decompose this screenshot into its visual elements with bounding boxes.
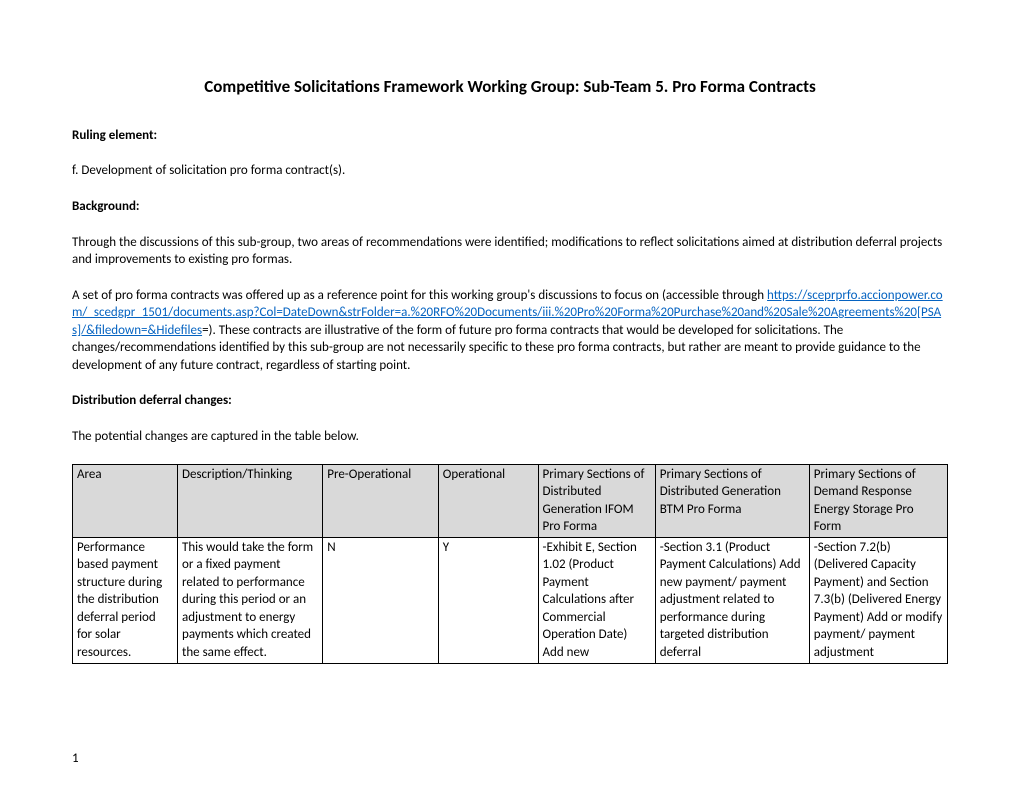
ruling-element-label: Ruling element: xyxy=(72,127,948,145)
background-paragraph-1: Through the discussions of this sub-grou… xyxy=(72,234,948,269)
deferral-table: Area Description/Thinking Pre-Operationa… xyxy=(72,464,948,664)
cell-area: Performance based payment structure duri… xyxy=(73,537,178,663)
header-ifom: Primary Sections of Distributed Generati… xyxy=(538,464,655,537)
ruling-element-text: f. Development of solicitation pro forma… xyxy=(72,162,948,180)
header-btm: Primary Sections of Distributed Generati… xyxy=(655,464,809,537)
page-title: Competitive Solicitations Framework Work… xyxy=(72,76,948,99)
header-description: Description/Thinking xyxy=(178,464,323,537)
background-text-pre: A set of pro forma contracts was offered… xyxy=(72,288,767,303)
cell-operational: Y xyxy=(438,537,538,663)
distribution-deferral-text: The potential changes are captured in th… xyxy=(72,428,948,446)
cell-preoperational: N xyxy=(323,537,439,663)
cell-btm: -Section 3.1 (Product Payment Calculatio… xyxy=(655,537,809,663)
header-operational: Operational xyxy=(438,464,538,537)
cell-drs: -Section 7.2(b) (Delivered Capacity Paym… xyxy=(809,537,947,663)
table-header-row: Area Description/Thinking Pre-Operationa… xyxy=(73,464,948,537)
table-row: Performance based payment structure duri… xyxy=(73,537,948,663)
cell-ifom: -Exhibit E, Section 1.02 (Product Paymen… xyxy=(538,537,655,663)
header-drs: Primary Sections of Demand Response Ener… xyxy=(809,464,947,537)
cell-description: This would take the form or a fixed paym… xyxy=(178,537,323,663)
page-number: 1 xyxy=(72,750,79,768)
background-paragraph-2: A set of pro forma contracts was offered… xyxy=(72,287,948,375)
header-area: Area xyxy=(73,464,178,537)
background-label: Background: xyxy=(72,198,948,216)
header-preoperational: Pre-Operational xyxy=(323,464,439,537)
distribution-deferral-label: Distribution deferral changes: xyxy=(72,392,948,410)
